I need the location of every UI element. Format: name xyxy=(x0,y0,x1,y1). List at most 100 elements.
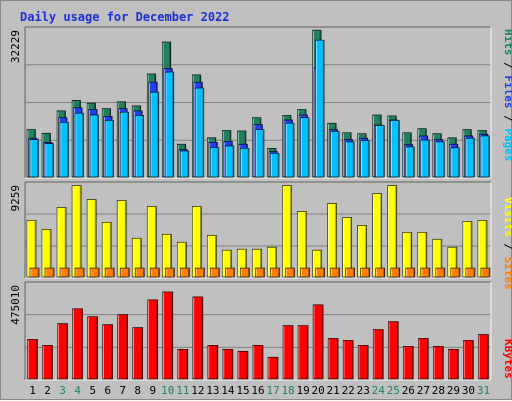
day-label: 7 xyxy=(119,384,126,397)
visits-bar xyxy=(146,206,157,278)
pages-bar xyxy=(390,120,400,178)
pages-bar xyxy=(480,135,490,178)
pages-bar xyxy=(255,129,265,178)
kbytes-bar xyxy=(237,350,249,380)
day-label: 5 xyxy=(89,384,96,397)
visits-bar xyxy=(282,185,292,278)
day-label: 28 xyxy=(432,384,445,397)
kbytes-bar xyxy=(87,316,98,380)
day-label: 31 xyxy=(477,384,490,397)
pages-bar xyxy=(210,147,220,178)
kbytes-bar xyxy=(387,321,399,380)
y-max-label: 475010 xyxy=(9,285,22,325)
day-label: 16 xyxy=(251,384,264,397)
visits-bar xyxy=(342,217,352,278)
sites-bar xyxy=(315,267,325,278)
kbytes-bar xyxy=(252,345,264,380)
day-label: 25 xyxy=(387,384,400,397)
sites-bar xyxy=(195,267,205,278)
pages-bar xyxy=(465,137,475,178)
kbytes-bar xyxy=(117,314,128,380)
sites-bar xyxy=(210,267,220,278)
pages-bar xyxy=(119,111,129,178)
visits-bar xyxy=(327,203,337,278)
y-max-label: 9259 xyxy=(9,185,22,212)
pages-bar xyxy=(74,112,84,178)
kbytes-bar xyxy=(57,323,68,380)
sites-bar xyxy=(225,267,235,278)
side-label-kbytes: KBytes xyxy=(502,339,512,379)
pages-bar xyxy=(375,125,385,178)
side-label-sites-visits: Visits / Sites xyxy=(502,197,512,290)
day-label: 9 xyxy=(149,384,156,397)
kbytes-bar xyxy=(27,339,38,380)
day-label: 14 xyxy=(221,384,235,397)
visits-bar xyxy=(297,211,307,278)
day-label: 18 xyxy=(281,384,294,397)
visits-bar xyxy=(56,207,67,278)
day-label: 15 xyxy=(236,384,249,397)
sites-bar xyxy=(300,267,310,278)
day-label: 12 xyxy=(191,384,204,397)
kbytes-bar xyxy=(147,299,159,380)
sites-bar xyxy=(255,267,265,278)
pages-bar xyxy=(240,147,250,178)
sites-bar xyxy=(420,267,431,278)
chart-title: Daily usage for December 2022 xyxy=(20,10,230,24)
day-label: 11 xyxy=(176,384,189,397)
pages-bar xyxy=(134,115,145,178)
day-label: 20 xyxy=(312,384,325,397)
visits-bar xyxy=(71,185,82,278)
kbytes-bar xyxy=(192,296,204,380)
kbytes-bar xyxy=(267,356,279,380)
sites-bar xyxy=(375,267,386,278)
sites-bar xyxy=(360,267,371,278)
pages-bar xyxy=(300,117,310,178)
visits-bar xyxy=(372,193,383,278)
sites-bar xyxy=(450,267,461,278)
pages-bar xyxy=(104,120,114,178)
sites-bar xyxy=(180,267,190,278)
sites-bar xyxy=(44,267,55,278)
sites-bar xyxy=(59,267,70,278)
sites-bar xyxy=(285,267,295,278)
day-label: 13 xyxy=(206,384,219,397)
day-label: 24 xyxy=(372,384,386,397)
sites-bar xyxy=(119,267,130,278)
sites-bar xyxy=(270,267,280,278)
kbytes-bar xyxy=(102,324,113,380)
sites-bar xyxy=(149,267,160,278)
day-label: 3 xyxy=(59,384,66,397)
pages-bar xyxy=(89,114,99,178)
kbytes-bar xyxy=(42,345,53,380)
pages-bar xyxy=(195,87,205,178)
day-label: 23 xyxy=(357,384,370,397)
pages-bar xyxy=(164,71,175,178)
pages-bar xyxy=(450,147,460,178)
kbytes-bar xyxy=(357,345,369,380)
sites-bar xyxy=(134,267,145,278)
kbytes-bar xyxy=(72,308,83,380)
pages-bar xyxy=(180,150,190,178)
day-label: 2 xyxy=(44,384,51,397)
kbytes-bar xyxy=(403,346,414,380)
kbytes-bar xyxy=(162,291,174,380)
day-label: 27 xyxy=(417,384,430,397)
pages-bar xyxy=(420,139,430,178)
sites-bar xyxy=(465,267,476,278)
kbytes-bar xyxy=(222,349,234,380)
kbytes-bar xyxy=(177,349,189,380)
pages-bar xyxy=(330,131,340,178)
day-label: 26 xyxy=(402,384,415,397)
day-label: 10 xyxy=(161,384,174,397)
day-label: 1 xyxy=(29,384,36,397)
kbytes-bar xyxy=(327,338,339,380)
day-label: 4 xyxy=(74,384,81,397)
day-label: 29 xyxy=(447,384,460,397)
visits-bar xyxy=(192,206,202,278)
kbytes-bar xyxy=(372,329,384,380)
visits-bar xyxy=(101,222,112,278)
pages-bar xyxy=(345,141,355,178)
pages-bar xyxy=(44,143,54,178)
